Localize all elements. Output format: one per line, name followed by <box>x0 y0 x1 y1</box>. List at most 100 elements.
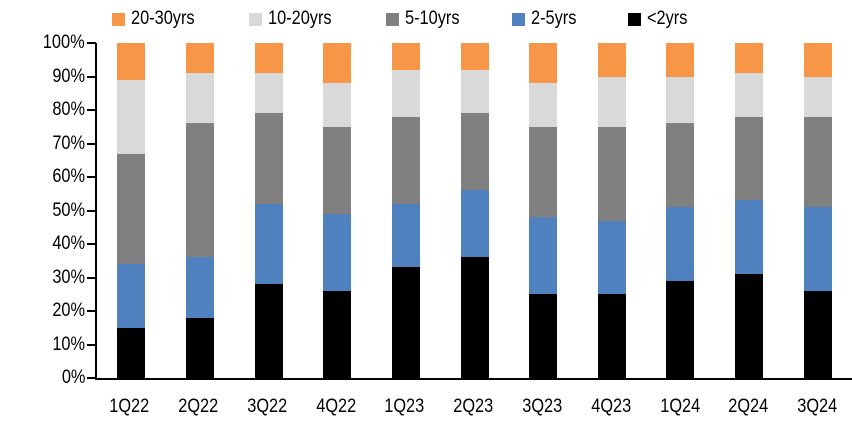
bar-segment-2yrs <box>185 317 214 378</box>
bar-segment-2-5yrs <box>803 207 832 291</box>
bar-2q23 <box>460 43 489 378</box>
bar-segment-5-10yrs <box>666 123 695 208</box>
chart-legend: 20-30yrs 10-20yrs 5-10yrs 2-5yrs <2yrs <box>112 8 694 30</box>
y-axis-label-text: 50% <box>52 199 85 221</box>
legend-swatch-icon <box>112 12 125 26</box>
y-axis-tick <box>87 276 96 279</box>
bar-segment-20-30yrs <box>254 43 283 74</box>
y-axis-tick <box>87 42 96 44</box>
legend-item-2-5yrs: 2-5yrs <box>512 8 584 30</box>
x-axis-label-2q24: 2Q24 <box>728 396 769 417</box>
bar-segment-2-5yrs <box>597 220 626 295</box>
bar-cell-2q22 <box>166 43 235 378</box>
bar-segment-20-30yrs <box>735 43 764 74</box>
legend-item-10-20yrs: 10-20yrs <box>248 8 342 30</box>
x-axis-label-1q22: 1Q22 <box>109 396 150 417</box>
legend-label: 2-5yrs <box>531 8 577 29</box>
bar-1q23 <box>391 43 420 378</box>
bar-2q22 <box>185 43 214 378</box>
y-axis-label-text: 60% <box>52 166 85 187</box>
bar-segment-10-20yrs <box>666 76 695 124</box>
x-axis-label-cell: 1Q23 <box>370 395 439 419</box>
y-axis-tick <box>87 209 96 212</box>
bar-3q23 <box>529 43 558 378</box>
bar-segment-2yrs <box>254 284 283 378</box>
y-axis-tick <box>87 142 96 145</box>
y-axis-label-text: 30% <box>52 266 85 288</box>
bar-2q24 <box>735 43 764 378</box>
bar-3q24 <box>803 43 832 378</box>
y-axis-tick <box>87 75 96 78</box>
bar-segment-2-5yrs <box>735 200 764 275</box>
bar-segment-2-5yrs <box>254 203 283 285</box>
x-axis-label-3q23: 3Q23 <box>522 396 563 417</box>
legend-swatch-icon <box>385 12 399 26</box>
y-axis-label: 30% <box>47 267 85 289</box>
bar-cell-2q24 <box>715 43 784 378</box>
x-axis-label-1q23: 1Q23 <box>384 396 425 417</box>
bar-segment-2-5yrs <box>185 257 214 318</box>
bar-segment-2yrs <box>117 327 146 378</box>
y-axis-label-text: 100% <box>43 32 85 53</box>
bar-cell-4q23 <box>577 43 646 378</box>
y-axis-label: 60% <box>47 166 85 188</box>
x-axis-label-cell: 2Q22 <box>164 395 233 419</box>
bar-segment-2yrs <box>735 274 764 378</box>
bar-segment-2-5yrs <box>323 213 352 291</box>
bar-segment-20-30yrs <box>323 43 352 84</box>
bar-segment-2yrs <box>323 290 352 378</box>
bar-segment-2-5yrs <box>117 264 146 328</box>
x-axis-label-1q24: 1Q24 <box>659 396 700 417</box>
bar-segment-20-30yrs <box>597 43 626 77</box>
x-axis-label-3q24: 3Q24 <box>797 396 838 417</box>
legend-swatch-icon <box>628 12 641 26</box>
bar-segment-5-10yrs <box>460 113 489 191</box>
y-axis-label-text: 80% <box>52 99 85 120</box>
bar-cell-1q24 <box>646 43 715 378</box>
bar-segment-20-30yrs <box>460 43 489 70</box>
y-axis-tick <box>87 310 96 312</box>
x-axis-label-cell: 3Q23 <box>508 395 577 419</box>
bar-segment-10-20yrs <box>460 69 489 114</box>
x-axis-label-cell: 1Q22 <box>95 395 164 419</box>
x-axis-label-cell: 1Q24 <box>646 395 715 419</box>
bar-4q22 <box>323 43 352 378</box>
bar-segment-20-30yrs <box>117 43 146 80</box>
bar-cell-3q23 <box>509 43 578 378</box>
bar-segment-20-30yrs <box>185 43 214 74</box>
bar-segment-5-10yrs <box>323 126 352 214</box>
bar-segment-10-20yrs <box>735 73 764 117</box>
bar-segment-2yrs <box>529 294 558 378</box>
x-axis-label-cell: 4Q22 <box>301 395 370 419</box>
legend-swatch-icon <box>512 12 526 26</box>
bar-segment-10-20yrs <box>803 76 832 117</box>
bar-segment-2yrs <box>460 257 489 378</box>
x-axis-label-cell: 3Q22 <box>233 395 302 419</box>
bar-segment-5-10yrs <box>185 123 214 258</box>
y-axis-label: 0% <box>58 367 85 389</box>
legend-item-5-10yrs: 5-10yrs <box>385 8 468 30</box>
y-axis-label-text: 90% <box>52 65 85 87</box>
y-axis-label-text: 10% <box>52 333 85 355</box>
bar-segment-5-10yrs <box>735 116 764 201</box>
bar-segment-2-5yrs <box>460 190 489 258</box>
legend-item-2yrs: <2yrs <box>628 8 694 30</box>
bar-segment-10-20yrs <box>529 83 558 127</box>
bar-cell-4q22 <box>303 43 372 378</box>
bar-segment-5-10yrs <box>529 126 558 218</box>
bar-1q24 <box>666 43 695 378</box>
y-axis-label: 40% <box>47 233 85 255</box>
legend-label: 10-20yrs <box>267 8 332 29</box>
bar-segment-5-10yrs <box>117 153 146 265</box>
x-axis-label-cell: 2Q23 <box>439 395 508 419</box>
y-axis-label: 90% <box>47 66 85 88</box>
x-axis: 1Q22 2Q22 3Q22 4Q22 1Q23 2Q23 3Q23 4Q23 1Q24 2Q24… <box>95 395 852 419</box>
bar-segment-10-20yrs <box>254 73 283 114</box>
bar-1q22 <box>117 43 146 378</box>
bar-segment-5-10yrs <box>597 126 626 221</box>
y-axis-label: 80% <box>47 99 85 121</box>
y-axis-label-text: 20% <box>52 300 85 321</box>
bar-cell-3q24 <box>783 43 852 378</box>
bar-3q22 <box>254 43 283 378</box>
